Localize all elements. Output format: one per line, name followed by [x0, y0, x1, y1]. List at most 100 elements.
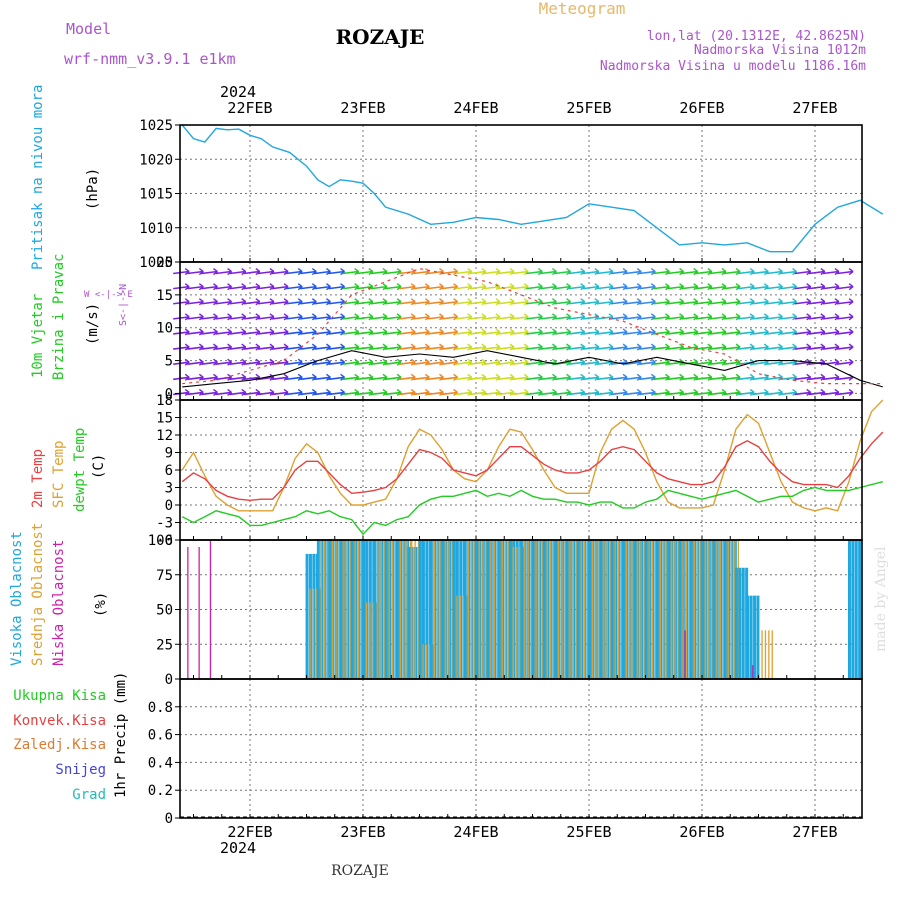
wind-arrow-head — [213, 373, 218, 381]
wind-arrow — [794, 316, 811, 320]
wind-arrow — [653, 270, 670, 275]
wind-arrow-head — [806, 388, 812, 396]
wind-arrow — [836, 361, 854, 365]
wind-arrow — [836, 346, 854, 350]
wind-arrow — [497, 300, 515, 305]
wind-arrow-head — [848, 358, 854, 366]
wind-arrow — [625, 361, 642, 365]
wind-arrow-head — [311, 328, 317, 336]
wind-arrow — [780, 361, 797, 365]
y-tick-label: 20 — [156, 255, 173, 271]
wind-arrow — [201, 376, 218, 381]
wind-arrow-head — [481, 313, 487, 321]
wind-arrow-head — [227, 373, 232, 381]
wind-arrow — [215, 300, 232, 305]
wind-arrow-head — [396, 267, 402, 276]
wind-arrow — [286, 391, 303, 396]
wind-arrow-head — [340, 313, 345, 321]
wind-arrow — [271, 346, 289, 350]
wind-arrow-head — [679, 373, 684, 381]
wind-arrow-head — [622, 328, 628, 336]
temp-label-3: dewpt Temp — [72, 428, 88, 512]
wind-arrow — [257, 285, 275, 290]
wind-arrow — [625, 346, 642, 350]
wind-arrow-head — [213, 388, 218, 396]
wind-arrow — [639, 346, 656, 350]
wind-arrow — [836, 376, 854, 381]
wind-arrow — [441, 361, 458, 365]
wind-arrow — [653, 376, 670, 381]
wind-arrow — [681, 346, 698, 350]
wind-arrow — [229, 331, 246, 335]
wind-arrow-head — [679, 298, 684, 306]
wind-arrow — [257, 376, 275, 381]
wind-arrow-head — [608, 373, 614, 381]
wind-arrow — [766, 346, 783, 350]
bottom-day-label: 22FEB — [227, 823, 272, 841]
wind-arrow-head — [763, 328, 769, 336]
wind-arrow — [257, 331, 275, 335]
wind-arrow-head — [283, 283, 289, 291]
wind-arrow — [723, 331, 741, 335]
wind-arrow — [384, 270, 402, 275]
wind-arrow — [625, 331, 642, 335]
wind-arrow — [625, 391, 642, 396]
wind-arrow — [483, 300, 501, 305]
wind-arrow-head — [679, 343, 684, 351]
wind-arrow-head — [382, 298, 388, 306]
wind-arrow — [808, 331, 825, 335]
wind-arrow-head — [439, 388, 444, 396]
lonlat-label: lon,lat (20.1312E, 42.8625N) — [647, 29, 866, 44]
wind-arrow-head — [227, 328, 232, 336]
wind-arrow-head — [198, 358, 204, 366]
wind-arrow-head — [608, 298, 614, 306]
wind-arrow-head — [693, 313, 699, 321]
bottom-day-label: 27FEB — [792, 823, 837, 841]
wind-arrow-head — [297, 313, 303, 321]
wind-arrow — [526, 270, 543, 275]
wind-arrow — [752, 316, 769, 320]
wind-arrow-head — [679, 388, 684, 396]
wind-arrow — [540, 331, 557, 335]
wind-arrow — [187, 300, 204, 305]
wind-arrow-head — [368, 358, 374, 366]
wind-arrow — [229, 361, 246, 365]
wind-arrow — [342, 331, 359, 335]
wind-arrow — [328, 361, 345, 365]
y-tick-label: 0.2 — [148, 783, 173, 799]
wind-arrow-head — [184, 267, 190, 276]
wind-arrow — [399, 376, 416, 381]
wind-arrow — [427, 285, 444, 290]
wind-arrow-head — [523, 313, 529, 321]
wind-arrow — [328, 391, 345, 396]
wind-arrow-head — [184, 298, 190, 306]
wind-arrow — [596, 270, 614, 275]
wind-arrow — [582, 391, 599, 396]
wind-arrow — [752, 361, 769, 365]
wind-arrow-head — [778, 298, 783, 306]
wind-arrow-head — [848, 267, 854, 276]
wind-arrow — [780, 316, 797, 320]
wind-arrow-head — [269, 267, 275, 276]
precip-legend-freezing: Zaledj.Kisa — [13, 737, 106, 753]
wind-arrow — [568, 331, 585, 335]
wind-arrow-head — [198, 343, 204, 351]
wind-arrow-head — [481, 358, 487, 366]
y-tick-label: -3 — [156, 516, 173, 532]
wind-arrow — [512, 300, 529, 305]
wind-arrow — [201, 346, 218, 350]
model-label: Model — [66, 20, 111, 38]
wind-arrow-head — [297, 283, 303, 291]
temp-label-1: 2m Temp — [30, 449, 46, 508]
wind-arrow — [455, 361, 472, 365]
wind-arrow — [794, 285, 811, 290]
wind-arrow — [582, 361, 599, 365]
wind-arrow-head — [255, 298, 261, 306]
wind-arrow — [201, 361, 218, 365]
wind-arrow-head — [269, 313, 275, 321]
wind-arrow — [540, 391, 557, 396]
y-tick-label: 0.6 — [148, 728, 173, 744]
wind-arrow-head — [552, 343, 557, 351]
wind-arrow — [554, 270, 571, 275]
wind-arrow — [794, 270, 811, 275]
